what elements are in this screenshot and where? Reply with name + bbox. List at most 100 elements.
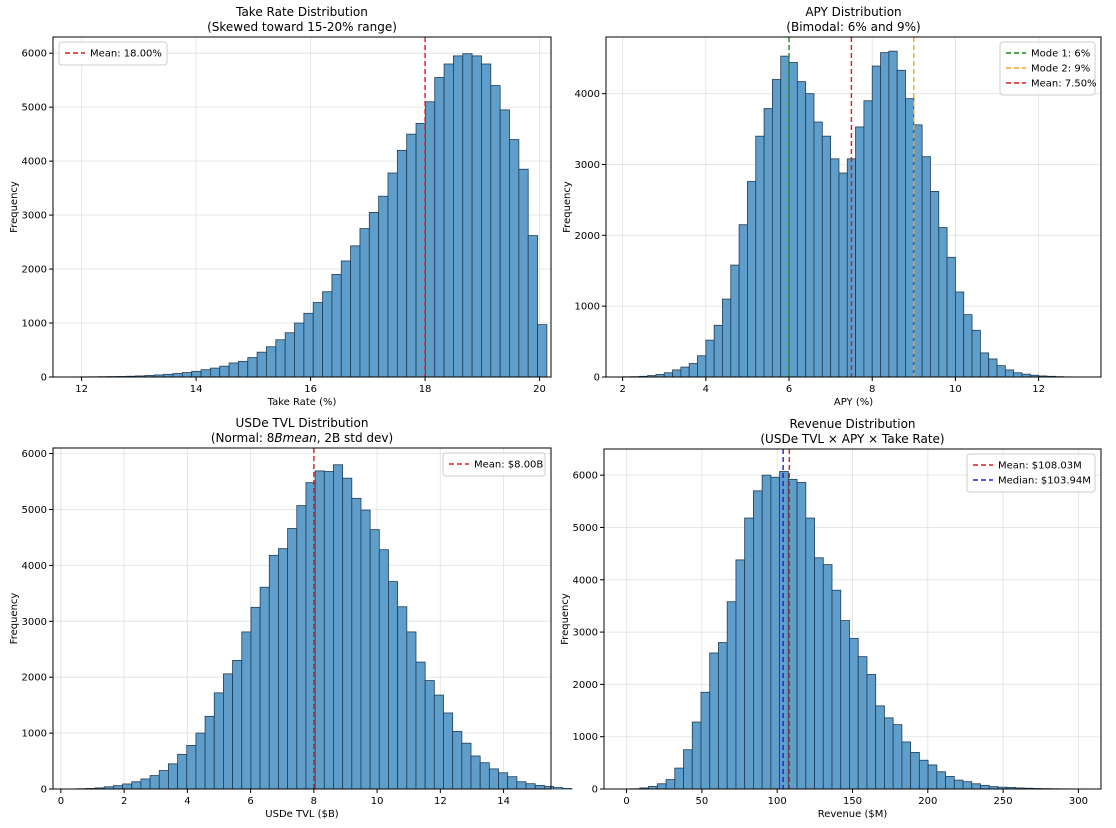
histogram-bar [351, 497, 362, 790]
x-tick-label: 14 [497, 796, 510, 807]
histogram-bar [527, 235, 538, 378]
histogram-bar [796, 81, 807, 378]
histogram-bar [918, 759, 929, 790]
bars [76, 464, 573, 790]
histogram-bar [525, 783, 536, 790]
y-tick-label: 2000 [575, 231, 600, 242]
histogram-bar [901, 741, 912, 790]
y-tick-label: 4000 [22, 561, 47, 572]
histogram-bar [415, 661, 426, 790]
histogram-bar [892, 724, 903, 790]
histogram-bar [534, 784, 545, 790]
histogram-bar [275, 339, 286, 378]
y-axis-label: Frequency [9, 593, 20, 645]
histogram-bar [936, 771, 946, 790]
histogram-bar [509, 139, 520, 378]
histogram-bar [697, 355, 707, 378]
histogram-bar [971, 783, 981, 790]
bars [622, 50, 1073, 378]
axes-frame [605, 36, 1102, 378]
x-tick-label: 250 [994, 796, 1013, 807]
histogram-bar [705, 339, 715, 378]
chart-title: USDe TVL Distribution [236, 416, 369, 430]
panel-usde-tvl: USDe TVL Distribution(Normal: 8Bmean, 2B… [9, 416, 573, 820]
histogram-bar [369, 529, 380, 790]
histogram-bar [955, 291, 965, 378]
histogram-bar [938, 227, 948, 378]
histogram-bar [223, 673, 233, 790]
histogram-bar [191, 370, 202, 378]
histogram-bar [342, 477, 353, 790]
y-tick-label: 3000 [22, 617, 47, 628]
y-tick-label: 5000 [573, 523, 598, 534]
histogram-bar [718, 642, 728, 790]
x-tick-label: 4 [703, 384, 709, 395]
histogram-bar [406, 133, 417, 378]
histogram-bar [140, 778, 151, 790]
histogram-bar [726, 601, 737, 790]
chart-title: Take Rate Distribution [235, 5, 368, 19]
y-tick-label: 2000 [573, 680, 598, 691]
histogram-bar [665, 779, 676, 790]
chart-subtitle: (Skewed toward 15-20% range) [207, 20, 397, 34]
histogram-bar [387, 172, 398, 378]
panel-revenue: Revenue Distribution(USDe TVL × APY × Ta… [560, 417, 1102, 820]
y-tick-label: 0 [592, 785, 598, 796]
x-tick-label: 12 [1032, 384, 1045, 395]
bars [630, 471, 1086, 790]
histogram-bar [884, 717, 894, 790]
histogram-bar [871, 65, 881, 378]
histogram-bar [663, 372, 673, 378]
histogram-bar [507, 776, 518, 790]
histogram-bar [857, 656, 868, 790]
legend-box [58, 41, 168, 66]
histogram-bar [779, 471, 789, 790]
x-tick-label: 200 [918, 796, 937, 807]
x-tick-label: 8 [869, 384, 875, 395]
y-tick-label: 2000 [22, 265, 47, 276]
x-tick-label: 16 [304, 384, 317, 395]
x-axis-label: Take Rate (%) [267, 397, 337, 408]
histogram-bar [158, 770, 169, 790]
chart-title: Revenue Distribution [789, 417, 915, 431]
x-tick-label: 10 [949, 384, 962, 395]
histogram-bar [980, 784, 990, 790]
x-tick-label: 14 [190, 384, 203, 395]
y-tick-label: 4000 [22, 157, 47, 168]
chart-title: APY Distribution [805, 5, 901, 19]
legend-label: Mean: 18.00% [90, 49, 162, 60]
histogram-bar [219, 365, 230, 378]
x-axis-label: APY (%) [834, 397, 873, 408]
chart-subtitle: (Normal: 8Bmean, 2B std dev) [211, 431, 393, 445]
legend-label: Mode 1: 6% [1031, 49, 1090, 60]
histogram-bar [962, 781, 973, 790]
legend-box [966, 453, 1096, 493]
histogram-bar [913, 124, 923, 378]
x-tick-label: 50 [696, 796, 709, 807]
histogram-bar [256, 351, 267, 378]
histogram-bar [780, 55, 790, 378]
y-tick-label: 0 [41, 785, 47, 796]
panel-apy: APY Distribution(Bimodal: 6% and 9%) 2 4 6 8… [562, 5, 1102, 408]
histogram-bar [1004, 369, 1015, 378]
x-tick-label: 12 [75, 384, 88, 395]
legend: Mean: 18.00% [58, 41, 168, 66]
histogram-bar [424, 680, 435, 790]
histogram-bar [378, 549, 389, 790]
y-tick-label: 4000 [575, 89, 600, 100]
grid [53, 448, 551, 790]
histogram-bar [905, 98, 915, 378]
panel-take-rate: Take Rate Distribution(Skewed toward 15-… [9, 5, 552, 408]
histogram-bar [945, 776, 955, 790]
histogram-bar [278, 548, 289, 790]
histogram-bar [359, 228, 370, 378]
y-axis-label: Frequency [560, 593, 571, 645]
histogram-bar [360, 509, 371, 790]
y-tick-label: 1000 [575, 302, 600, 313]
histogram-bar [498, 772, 509, 790]
histogram-bar [200, 369, 211, 378]
y-axis-label: Frequency [562, 181, 573, 233]
histogram-bar [195, 732, 206, 790]
histogram-bar [443, 63, 454, 378]
histogram-bar [462, 53, 473, 378]
